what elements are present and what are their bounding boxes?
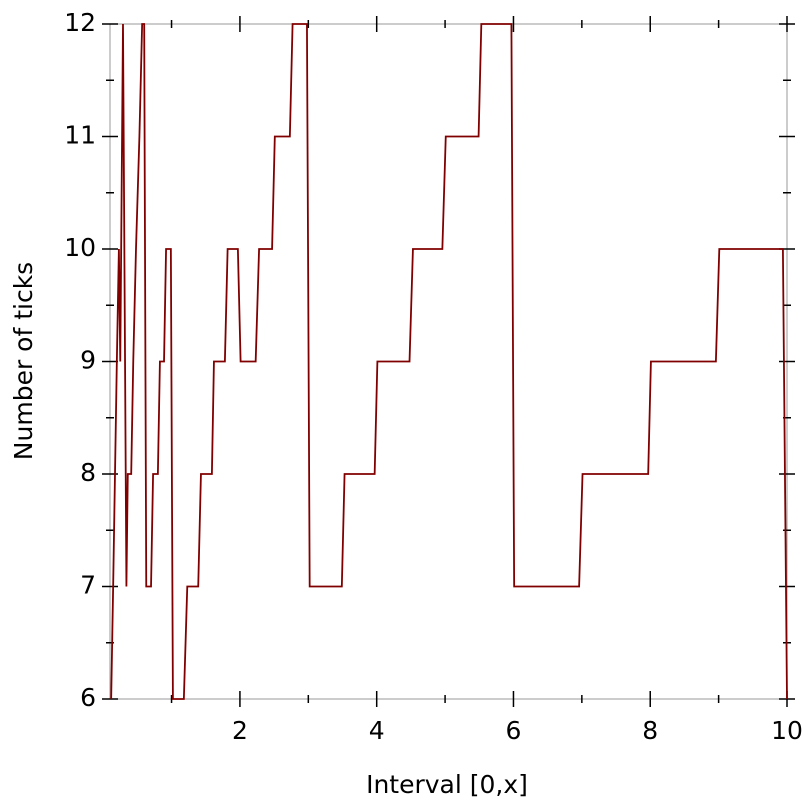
y-tick-label: 11 [64,121,96,150]
x-tick-label: 10 [771,716,803,745]
y-tick-label: 8 [80,458,96,487]
x-tick-label: 8 [642,716,658,745]
y-tick-label: 9 [80,346,96,375]
x-tick-label: 4 [369,716,385,745]
y-tick-label: 10 [64,233,96,262]
y-tick-label: 7 [80,571,96,600]
x-tick-label: 2 [232,716,248,745]
y-tick-label: 12 [64,8,96,37]
data-line [110,23,788,700]
x-tick-label: 6 [506,716,522,745]
y-tick-label: 6 [80,683,96,712]
y-axis-label: Number of ticks [9,262,38,460]
x-axis-label: Interval [0,x] [366,770,528,799]
